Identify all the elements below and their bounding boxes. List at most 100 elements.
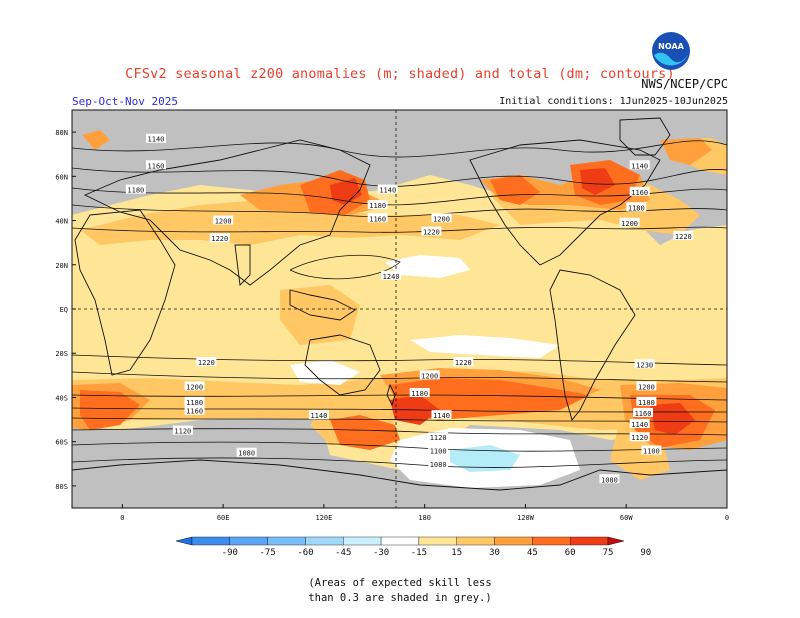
svg-text:1160: 1160 (631, 189, 648, 197)
svg-text:1080: 1080 (430, 461, 447, 469)
colorbar-tick-label: -15 (411, 548, 427, 558)
contour-label: 1180 (184, 396, 205, 407)
colorbar-tick-label: -90 (222, 548, 238, 558)
colorbar-segment (456, 536, 495, 546)
colorbar-segment (191, 536, 231, 546)
longitude-tick-label: 120E (315, 514, 332, 522)
contour-line (72, 140, 727, 158)
colorbar-tick-label: -30 (373, 548, 389, 558)
colorbar-segment (343, 536, 382, 546)
contour-label: 1160 (629, 186, 650, 197)
svg-text:1140: 1140 (631, 421, 648, 429)
svg-text:1180: 1180 (186, 399, 203, 407)
svg-text:1220: 1220 (211, 235, 228, 243)
contour-label: 1200 (431, 213, 452, 223)
contour-label: 1080 (428, 458, 449, 469)
contour-line (72, 226, 727, 233)
colorbar-tick-label: 60 (565, 548, 576, 558)
svg-text:1230: 1230 (636, 361, 653, 369)
svg-text:1180: 1180 (127, 187, 144, 195)
svg-text:1180: 1180 (411, 390, 428, 398)
latitude-tick-label: 60S (55, 439, 68, 447)
skill-note-line2: than 0.3 are shaded in grey.) (308, 592, 492, 604)
contour-label: 1140 (377, 184, 398, 195)
height-contours (72, 140, 727, 468)
contour-line (72, 441, 727, 452)
contour-label: 1220 (453, 357, 474, 367)
svg-text:1200: 1200 (433, 215, 450, 223)
contour-label: 1180 (626, 202, 647, 212)
contour-label: 1200 (619, 217, 640, 228)
season-label: Sep-Oct-Nov 2025 (72, 95, 178, 108)
svg-text:1120: 1120 (174, 428, 191, 436)
contour-label: 1160 (367, 213, 388, 223)
colorbar-tick-label: 45 (527, 548, 538, 558)
svg-text:1200: 1200 (421, 372, 438, 380)
svg-text:1180: 1180 (369, 202, 386, 210)
colorbar-segment (494, 536, 533, 546)
contour-label: 1180 (409, 388, 430, 398)
contour-label: 1180 (636, 396, 657, 407)
colorbar-segment (532, 536, 571, 546)
latitude-tick-label: 40N (55, 218, 68, 226)
colorbar-tick-label: 15 (451, 548, 462, 558)
colorbar-tick-label: 90 (640, 548, 651, 558)
svg-text:1120: 1120 (430, 434, 447, 442)
svg-text:1140: 1140 (310, 412, 327, 420)
contour-label: 1100 (641, 445, 662, 456)
colorbar-tick-label: -45 (335, 548, 351, 558)
svg-text:1100: 1100 (643, 448, 660, 456)
contour-label: 1140 (145, 133, 166, 144)
colorbar-segment (418, 536, 457, 546)
contour-label: 1230 (634, 359, 655, 369)
latitude-tick-label: 80N (55, 129, 68, 137)
colorbar-segment (229, 536, 268, 546)
contour-label: 1140 (308, 410, 329, 420)
contour-label: 1180 (125, 184, 146, 195)
colorbar-max-arrow (607, 536, 625, 546)
svg-text:1180: 1180 (638, 399, 655, 407)
svg-text:1220: 1220 (198, 359, 215, 367)
contour-line (72, 167, 727, 187)
latitude-tick-label: 40S (55, 394, 68, 402)
colorbar: -90 -75 -60 -45 -30 -15 15 30 45 60 75 90 (175, 536, 651, 558)
svg-text:1220: 1220 (455, 359, 472, 367)
contour-label: 1080 (599, 474, 620, 484)
colorbar-segment (380, 536, 420, 546)
contour-label: 1220 (209, 233, 230, 243)
svg-text:1220: 1220 (423, 229, 440, 237)
longitude-tick-label: 180 (418, 514, 431, 522)
svg-text:1140: 1140 (433, 412, 450, 420)
colorbar-tick-label: 30 (489, 548, 500, 558)
contour-line (72, 457, 727, 468)
colorbar-segment (305, 536, 344, 546)
svg-text:1200: 1200 (638, 383, 655, 391)
latitude-ticks: 80N 60N 40N 20N EQ 20S 40S 60S 80S (55, 129, 76, 491)
agency-label: NWS/NCEP/CPC (641, 77, 728, 91)
initial-conditions-label: Initial conditions: 1Jun2025-10Jun2025 (499, 96, 728, 107)
negative-areas (450, 445, 520, 472)
contour-label: 1160 (633, 407, 654, 418)
latitude-tick-label: 20N (55, 262, 68, 270)
longitude-tick-label: 60E (217, 514, 230, 522)
contour-label: 1220 (673, 231, 694, 241)
svg-text:1160: 1160 (369, 215, 386, 223)
svg-text:1120: 1120 (631, 434, 648, 442)
contour-label: 1120 (428, 432, 449, 442)
contour-label: 1160 (184, 405, 205, 416)
latitude-tick-label: EQ (60, 306, 68, 314)
contour-label: 1240 (381, 270, 402, 281)
contour-label: 1120 (172, 425, 193, 436)
contour-label: 1200 (419, 370, 440, 380)
svg-text:1200: 1200 (215, 218, 232, 226)
contour-label: 1100 (428, 445, 449, 456)
longitude-tick-label: 0 (120, 514, 124, 522)
svg-text:1140: 1140 (148, 136, 165, 144)
contour-line (72, 417, 727, 423)
contour-label: 1220 (421, 226, 442, 237)
contour-label: 1080 (236, 447, 257, 458)
contour-label: 1220 (196, 357, 217, 367)
